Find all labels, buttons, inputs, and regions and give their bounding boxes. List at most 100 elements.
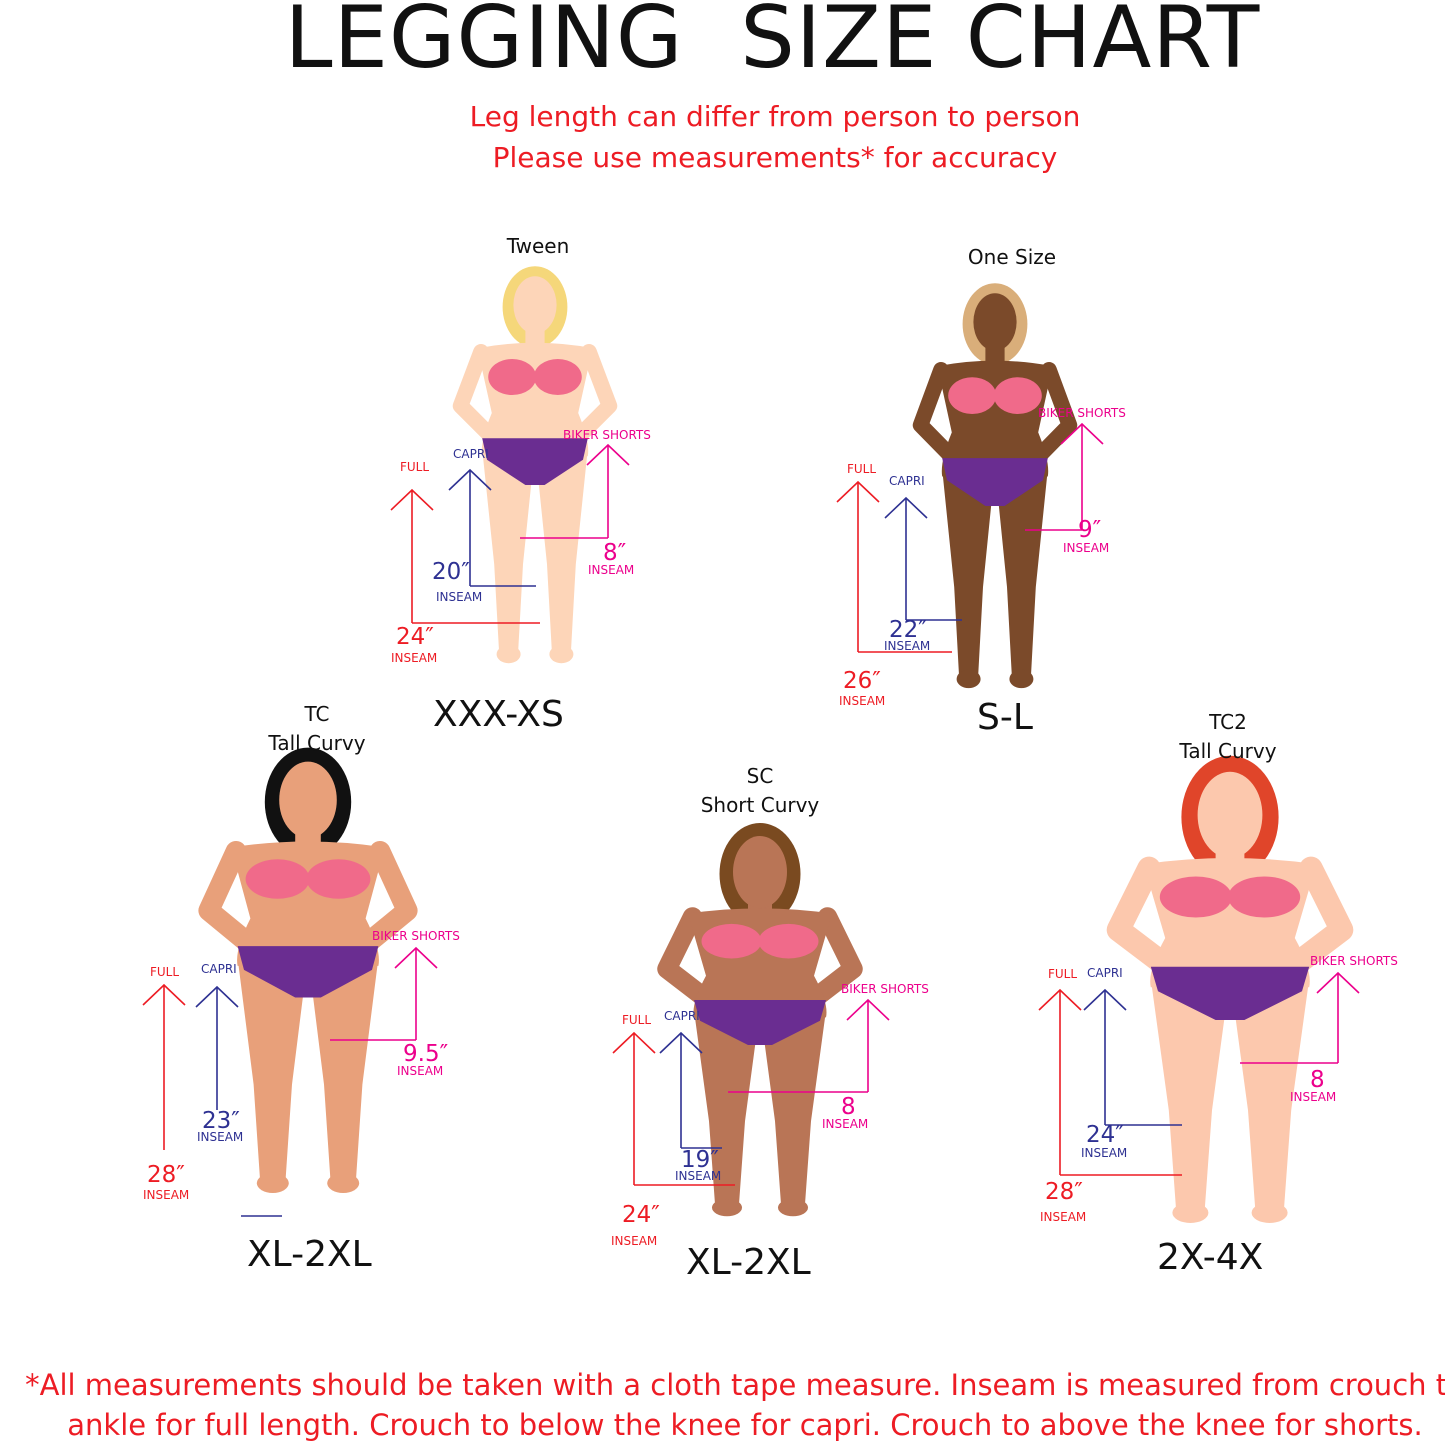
shorts-arrow-3 — [728, 998, 890, 1093]
bra-right-cup — [1228, 876, 1301, 918]
shorts-arrow-head — [394, 946, 438, 969]
full-inseam-value: 28″ — [1045, 1179, 1083, 1205]
left-arm — [1106, 856, 1174, 975]
head — [973, 293, 1017, 351]
full-label: FULL — [1048, 967, 1078, 981]
footer-note-line-2: ankle for full length. Crouch to below t… — [67, 1408, 1423, 1442]
figure-3 — [657, 823, 863, 1217]
capri-arrow-2 — [195, 985, 239, 1110]
full-label: FULL — [150, 965, 180, 979]
panel-name: Tween — [418, 232, 658, 261]
shorts-arrow-1 — [1025, 422, 1104, 531]
panel-code: Tween — [506, 234, 570, 258]
shorts-label: BIKER SHORTS — [372, 929, 460, 943]
capri-inseam-unit: INSEAM — [1081, 1146, 1128, 1160]
capri-arrow-head — [448, 468, 492, 491]
full-arrow-head — [390, 488, 434, 511]
full-inseam-unit: INSEAM — [143, 1188, 190, 1202]
panel-name: TC Tall Curvy — [197, 700, 437, 758]
left-arm — [452, 344, 498, 443]
left-leg — [482, 449, 533, 651]
subtitle-line-1: Leg length can differ from person to per… — [469, 100, 1081, 133]
capri-inseam-value: 22″ — [889, 617, 927, 643]
head — [733, 836, 787, 908]
right-leg — [311, 958, 379, 1180]
panel-name: SC Short Curvy — [640, 762, 880, 820]
figure-2 — [198, 747, 418, 1194]
briefs — [482, 438, 588, 485]
panel-code: TC — [304, 702, 330, 726]
figure-1 — [912, 283, 1078, 689]
shorts-arrow-head — [586, 443, 630, 466]
capri-inseam-value: 19″ — [681, 1147, 719, 1173]
left-foot — [956, 669, 981, 689]
bra-right-cup — [993, 377, 1042, 414]
shorts-label: BIKER SHORTS — [563, 428, 651, 442]
size-range: XL-2XL — [247, 1234, 372, 1275]
full-arrow-2 — [142, 983, 186, 1150]
shorts-inseam-value: 8 — [841, 1094, 856, 1120]
bra-left-cup — [948, 377, 997, 414]
bra-right-cup — [758, 923, 819, 959]
full-arrow-4 — [1038, 988, 1182, 1176]
briefs — [237, 946, 379, 998]
capri-arrow-head — [1083, 988, 1127, 1011]
full-label: FULL — [622, 1013, 652, 1027]
panel-body-type: Tall Curvy — [268, 731, 366, 755]
shorts-inseam-unit: INSEAM — [397, 1064, 444, 1078]
full-arrow-head — [1038, 988, 1082, 1011]
subtitle-line-2: Please use measurements* for accuracy — [492, 141, 1058, 174]
shorts-arrow-head — [1316, 971, 1360, 994]
shorts-inseam-value: 8″ — [603, 540, 627, 566]
size-range: S-L — [977, 697, 1033, 738]
left-arm — [198, 840, 258, 953]
shorts-inseam-value: 8 — [1310, 1067, 1325, 1093]
left-leg — [1150, 979, 1227, 1209]
capri-inseam-unit: INSEAM — [436, 590, 483, 604]
bra-right-cup — [533, 359, 582, 395]
full-inseam-value: 26″ — [843, 668, 881, 694]
full-arrow-1 — [836, 480, 952, 653]
bra-left-cup — [488, 359, 537, 395]
shorts-arrow-0 — [520, 443, 630, 539]
shorts-label: BIKER SHORTS — [1038, 406, 1126, 420]
capri-inseam-value: 20″ — [432, 559, 470, 585]
right-arm — [1286, 856, 1354, 975]
right-foot — [327, 1173, 360, 1194]
capri-label: CAPRI — [664, 1009, 700, 1023]
right-foot — [549, 645, 574, 664]
shorts-inseam-value: 9″ — [1078, 517, 1102, 543]
head — [279, 761, 337, 839]
size-range: XL-2XL — [686, 1242, 811, 1283]
shorts-arrow-2 — [330, 946, 438, 1041]
head — [513, 276, 557, 334]
page-title: LEGGING SIZE CHART — [284, 0, 1261, 88]
shorts-inseam-unit: INSEAM — [588, 563, 635, 577]
panel-body-type: Tall Curvy — [1179, 739, 1277, 763]
bra-right-cup — [306, 859, 371, 899]
bra-left-cup — [701, 923, 762, 959]
size-range: 2X-4X — [1157, 1237, 1264, 1278]
figure-4 — [1106, 755, 1354, 1223]
capri-inseam-value: 24″ — [1086, 1122, 1124, 1148]
full-arrow-head — [142, 983, 186, 1006]
full-inseam-unit: INSEAM — [1040, 1210, 1087, 1224]
left-foot — [1172, 1202, 1209, 1223]
full-arrow-head — [612, 1031, 656, 1054]
full-inseam-unit: INSEAM — [839, 694, 886, 708]
shorts-label: BIKER SHORTS — [841, 982, 929, 996]
left-foot — [712, 1198, 742, 1217]
capri-arrow-3 — [659, 1031, 722, 1149]
full-inseam-unit: INSEAM — [611, 1234, 658, 1248]
right-leg — [1233, 979, 1310, 1209]
shorts-label: BIKER SHORTS — [1310, 954, 1398, 968]
left-leg — [237, 958, 305, 1180]
left-arm — [657, 907, 713, 1007]
capri-label: CAPRI — [1087, 966, 1123, 980]
full-inseam-value: 28″ — [147, 1162, 185, 1188]
capri-inseam-unit: INSEAM — [675, 1169, 722, 1183]
briefs — [942, 458, 1048, 506]
right-arm — [358, 840, 418, 953]
